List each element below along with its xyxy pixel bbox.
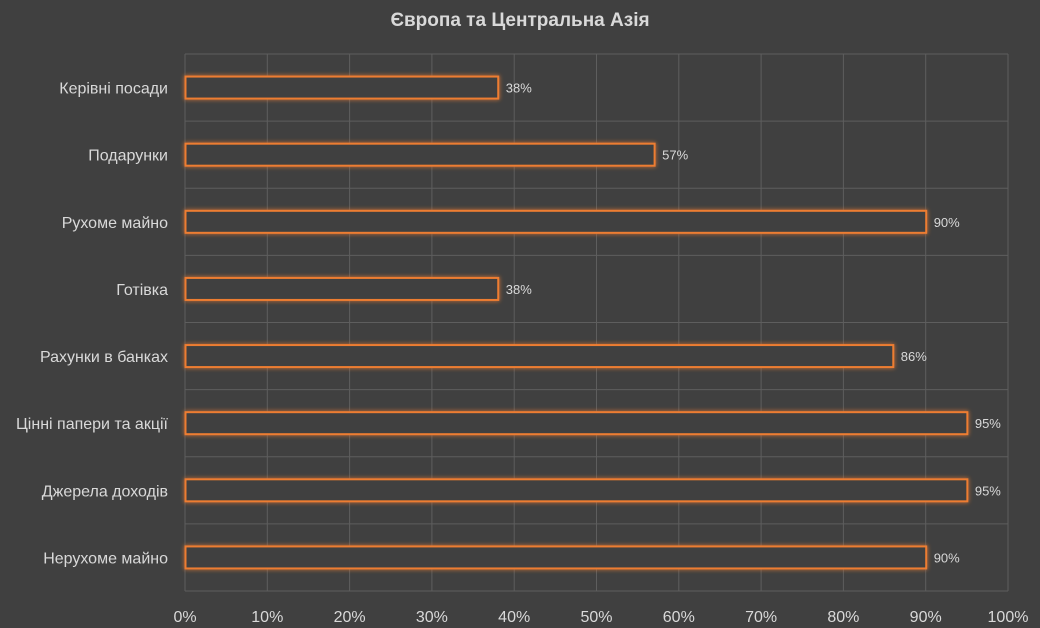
data-label: 95% bbox=[975, 483, 1001, 498]
data-label: 86% bbox=[901, 349, 927, 364]
x-tick-label: 90% bbox=[910, 609, 942, 626]
category-label: Рухоме майно bbox=[62, 215, 168, 232]
x-tick-label: 10% bbox=[251, 609, 283, 626]
category-label: Керівні посади bbox=[59, 81, 168, 98]
data-label: 90% bbox=[934, 215, 960, 230]
bars bbox=[184, 75, 969, 570]
data-label: 38% bbox=[506, 282, 532, 297]
bar bbox=[184, 344, 895, 369]
bar bbox=[184, 545, 928, 570]
x-tick-label: 50% bbox=[580, 609, 612, 626]
x-tick-label: 0% bbox=[173, 609, 196, 626]
labels: 0% 10% 20% 30% 40% 50% 60% 70% 80% 90% 100% Керівні… bbox=[16, 81, 1028, 626]
bar bbox=[184, 75, 500, 100]
category-label: Готівка bbox=[116, 282, 168, 299]
data-label: 57% bbox=[662, 148, 688, 163]
category-label: Цінні папери та акції bbox=[16, 416, 169, 433]
category-label: Рахунки в банках bbox=[40, 349, 168, 366]
x-tick-label: 100% bbox=[988, 609, 1029, 626]
bar bbox=[184, 209, 928, 234]
bar bbox=[184, 142, 656, 167]
gridlines bbox=[184, 53, 1009, 592]
x-tick-label: 60% bbox=[663, 609, 695, 626]
x-tick-label: 30% bbox=[416, 609, 448, 626]
x-tick-label: 40% bbox=[498, 609, 530, 626]
category-label: Подарунки bbox=[88, 148, 168, 165]
data-label: 90% bbox=[934, 550, 960, 565]
category-label: Нерухоме майно bbox=[43, 550, 168, 567]
category-label: Джерела доходів bbox=[42, 483, 168, 500]
chart-title: Європа та Центральна Азія bbox=[390, 10, 650, 31]
data-label: 38% bbox=[506, 81, 532, 96]
data-label: 95% bbox=[975, 416, 1001, 431]
x-tick-label: 80% bbox=[827, 609, 859, 626]
bar bbox=[184, 478, 969, 503]
x-tick-label: 70% bbox=[745, 609, 777, 626]
bar bbox=[184, 276, 500, 301]
bar bbox=[184, 411, 969, 436]
x-tick-label: 20% bbox=[334, 609, 366, 626]
